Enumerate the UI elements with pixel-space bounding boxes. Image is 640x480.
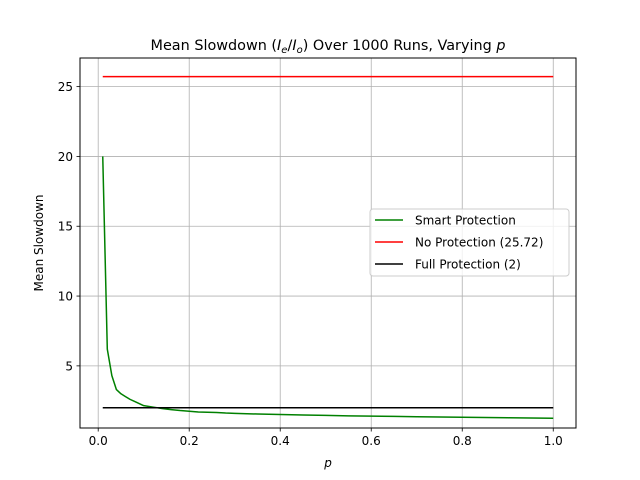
grid-lines — [80, 58, 576, 428]
y-tick-label: 10 — [58, 290, 73, 304]
y-axis-label: Mean Slowdown — [32, 195, 46, 292]
x-tick-label: 1.0 — [544, 434, 563, 448]
legend: Smart Protection No Protection (25.72) Ful… — [369, 208, 570, 277]
series-line-smart-protection — [102, 156, 554, 419]
x-tick-label: 0.6 — [362, 434, 381, 448]
x-tick-label: 0.2 — [180, 434, 199, 448]
y-axis: 5 10 15 20 25 — [58, 80, 80, 373]
x-axis: 0.0 0.2 0.4 0.6 0.8 1.0 — [89, 428, 563, 448]
chart-title: Mean Slowdown (Ie/Io) Over 1000 Runs, Va… — [151, 38, 506, 56]
legend-entry: Smart Protection — [415, 214, 516, 228]
x-tick-label: 0.8 — [453, 434, 472, 448]
legend-box — [369, 208, 570, 277]
plot-frame — [79, 57, 577, 429]
series-layer — [102, 75, 554, 419]
x-axis-label: p — [323, 456, 332, 470]
legend-entry: Full Protection (2) — [415, 258, 521, 272]
y-tick-label: 5 — [65, 359, 73, 373]
legend-entry: No Protection (25.72) — [415, 236, 543, 250]
y-tick-label: 20 — [58, 150, 73, 164]
x-tick-label: 0.4 — [271, 434, 290, 448]
x-tick-label: 0.0 — [89, 434, 108, 448]
y-tick-label: 25 — [58, 80, 73, 94]
y-tick-label: 15 — [58, 220, 73, 234]
